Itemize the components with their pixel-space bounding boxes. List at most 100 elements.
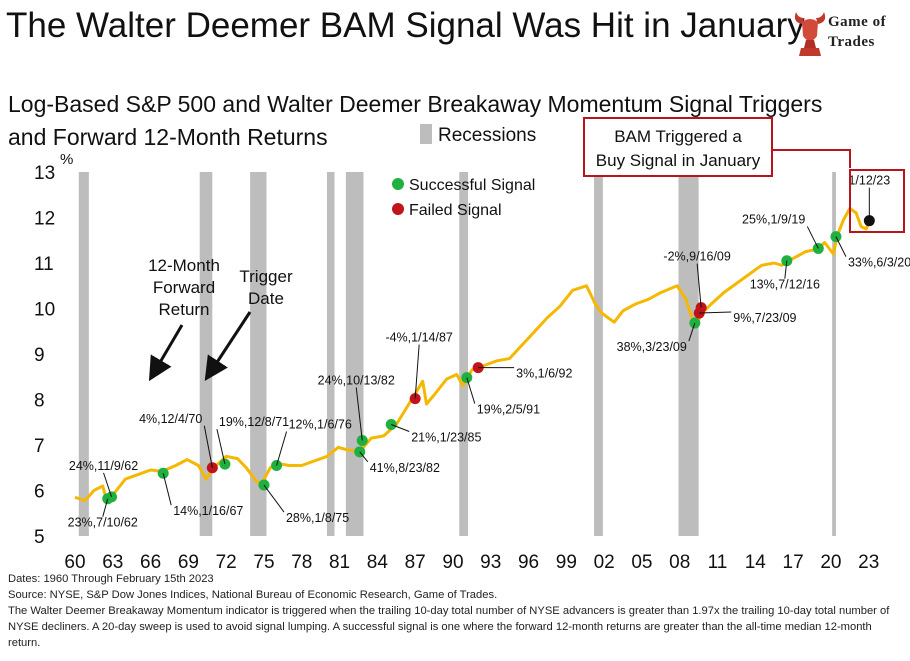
recession-band-3 xyxy=(326,172,335,536)
y-tick-label: 8 xyxy=(34,391,45,412)
callout-box xyxy=(583,117,773,177)
legend: Recessions Successful Signal Failed Signal xyxy=(392,124,536,219)
recession-band-4 xyxy=(345,172,364,536)
signal-label: 12%,1/6/76 xyxy=(289,417,352,431)
signal-label: 25%,1/9/19 xyxy=(742,212,805,226)
y-tick-label: 5 xyxy=(34,527,45,548)
signal-label: 23%,7/10/62 xyxy=(68,516,138,530)
signal-leader-line xyxy=(102,498,109,517)
annotation-forward-return-2: Forward xyxy=(153,278,215,297)
signal-label: 3%,1/6/92 xyxy=(516,367,572,381)
recession-band-8 xyxy=(832,172,836,536)
callout-highlight-box xyxy=(849,169,905,233)
legend-swatch-recessions xyxy=(420,124,432,144)
callout-line-1: BAM Triggered a xyxy=(614,127,742,146)
signal-label: 13%,7/12/16 xyxy=(750,278,820,292)
legend-label-successful: Successful Signal xyxy=(409,177,535,194)
recession-band-1 xyxy=(199,172,213,536)
y-tick-label: 7 xyxy=(34,436,45,457)
x-tick-label: 84 xyxy=(367,552,389,573)
signal-label: 33%,6/3/20 xyxy=(848,256,910,270)
signal-leader-line xyxy=(216,428,226,465)
signal-leader-line xyxy=(696,263,702,308)
footer-source: Source: NYSE, S&P Dow Jones Indices, Nat… xyxy=(8,589,498,601)
x-tick-label: 75 xyxy=(253,552,274,573)
x-tick-label: 93 xyxy=(480,552,501,573)
signal-label: 14%,1/16/67 xyxy=(173,504,243,518)
page-title: The Walter Deemer BAM Signal Was Hit in … xyxy=(6,6,805,45)
x-tick-label: 99 xyxy=(556,552,577,573)
recession-band-7 xyxy=(678,172,699,536)
signal-leader-line xyxy=(203,425,213,468)
y-tick-label: 11 xyxy=(34,254,54,275)
recession-band-5 xyxy=(459,172,469,536)
callout-connector xyxy=(772,149,851,168)
signal-leader-line xyxy=(466,377,476,404)
x-tick-label: 02 xyxy=(594,552,615,573)
legend-marker-failed xyxy=(392,203,404,215)
legend-label-failed: Failed Signal xyxy=(409,202,502,219)
x-tick-label: 81 xyxy=(329,552,350,573)
footer: Dates: 1960 Through February 15th 2023 S… xyxy=(8,571,903,651)
annotations: 12-Month Forward Return Trigger Date BAM Trig… xyxy=(148,117,905,382)
annotation-forward-return-3: Return xyxy=(158,300,209,319)
x-tick-label: 11 xyxy=(708,552,728,573)
x-tick-label: 72 xyxy=(216,552,237,573)
recession-band-6 xyxy=(594,172,603,536)
logo-line2: Trades xyxy=(828,34,875,50)
x-tick-label: 05 xyxy=(631,552,652,573)
x-tick-label: 78 xyxy=(291,552,312,573)
x-tick-label: 66 xyxy=(140,552,161,573)
annotation-forward-return-1: 12-Month xyxy=(148,256,220,275)
signal-label: 38%,3/23/09 xyxy=(617,340,687,354)
x-tick-label: 87 xyxy=(405,552,426,573)
series-lines xyxy=(74,206,872,502)
signal-leader-line xyxy=(263,484,285,513)
signal-leader-line xyxy=(276,431,288,466)
footer-note: The Walter Deemer Breakaway Momentum ind… xyxy=(8,605,890,649)
signal-labels: 23%,7/10/62 24%,11/9/62 14%,1/16/67 4%,12/4… xyxy=(68,174,910,530)
y-tick-label: 6 xyxy=(34,482,45,503)
annotation-arrow-return xyxy=(148,324,184,382)
signal-leader-line xyxy=(103,472,113,498)
signal-label: 19%,2/5/91 xyxy=(477,403,540,417)
footer-dates: Dates: 1960 Through February 15th 2023 xyxy=(8,573,214,585)
signal-label: 21%,1/23/85 xyxy=(411,431,481,445)
signal-leader-line xyxy=(699,311,732,314)
y-tick-label: 13 xyxy=(34,163,55,184)
signal-leader-line xyxy=(414,344,420,399)
signal-label: 9%,7/23/09 xyxy=(733,311,796,325)
signal-leader-line xyxy=(162,473,172,506)
x-tick-label: 63 xyxy=(102,552,123,573)
signal-leader-line xyxy=(359,451,369,463)
chart-title-block: Log-Based S&P 500 and Walter Deemer Brea… xyxy=(8,88,822,154)
signal-label: -4%,1/14/87 xyxy=(385,331,452,345)
bull-head-icon xyxy=(794,12,826,56)
signal-leader-line xyxy=(688,322,696,342)
signal-leader-line xyxy=(355,387,363,441)
x-tick-label: 23 xyxy=(858,552,879,573)
recession-band-0 xyxy=(78,172,89,536)
signal-label: 24%,10/13/82 xyxy=(318,373,395,387)
recession-band-2 xyxy=(250,172,267,536)
logo-line1: Game of xyxy=(828,14,887,30)
signal-leader-line xyxy=(784,260,788,279)
signal-leader-line xyxy=(806,226,819,249)
annotation-arrow-trigger xyxy=(204,311,252,382)
legend-marker-successful xyxy=(392,178,404,190)
signal-leader-line xyxy=(391,424,410,432)
x-tick-label: 69 xyxy=(178,552,199,573)
signal-label: 1/12/23 xyxy=(848,174,890,188)
signal-label: 28%,1/8/75 xyxy=(286,511,349,525)
recession-bands xyxy=(78,172,836,536)
y-tick-label: 9 xyxy=(34,345,45,366)
x-tick-label: 96 xyxy=(518,552,539,573)
y-tick-label: 10 xyxy=(34,300,55,321)
y-tick-label: 12 xyxy=(34,209,55,230)
logo: Game of Trades xyxy=(790,4,908,68)
signal-label: 19%,12/8/71 xyxy=(219,415,289,429)
signal-label: 4%,12/4/70 xyxy=(139,412,202,426)
chart-subtitle: and Forward 12-Month Returns xyxy=(8,124,328,150)
